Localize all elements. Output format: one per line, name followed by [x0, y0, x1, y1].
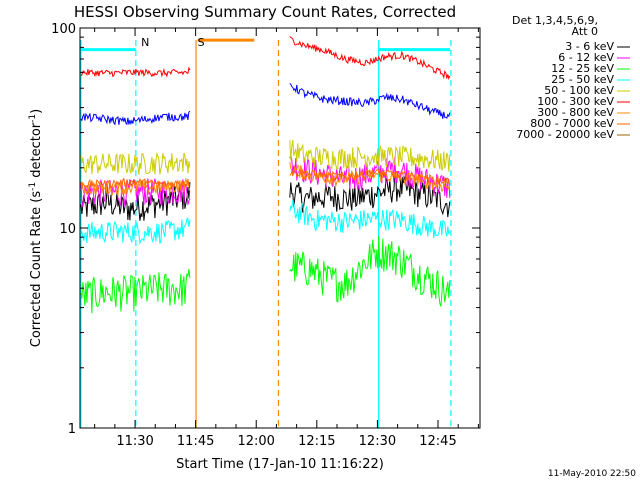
series-line	[289, 199, 451, 239]
y-tick-label: 1	[68, 422, 76, 437]
x-tick-label: 11:45	[177, 434, 214, 449]
y-axis-label: Corrected Count Rate (s-1 detector-1)	[28, 109, 44, 347]
annotation-label: N	[141, 36, 149, 49]
series-line	[289, 36, 451, 81]
series-line	[80, 110, 191, 126]
series-line	[289, 167, 451, 186]
series-line	[80, 152, 191, 175]
series-line	[80, 217, 191, 245]
series-line	[80, 66, 191, 78]
x-axis-label: Start Time (17-Jan-10 11:16:22)	[176, 457, 384, 472]
legend-entry: 7000 - 20000 keV	[516, 128, 614, 141]
series-layer	[80, 36, 451, 314]
series-line	[289, 139, 451, 172]
x-tick-label: 12:45	[419, 434, 456, 449]
series-line	[80, 268, 191, 314]
annotation-label: S	[198, 36, 205, 49]
legend-header: Att 0	[572, 25, 598, 38]
legend-entry: 3 - 6 keV	[565, 40, 614, 53]
series-line	[80, 177, 191, 189]
x-tick-label: 11:30	[116, 434, 153, 449]
date-stamp: 11-May-2010 22:50	[548, 469, 636, 479]
legend-entry: 300 - 800 keV	[537, 106, 614, 119]
axes: 1 10 100 11:30 11:45 12:00 12:15 12:30 12:45	[51, 22, 481, 449]
legend-entry: 100 - 300 keV	[537, 95, 614, 108]
chart-title: HESSI Observing Summary Count Rates, Cor…	[74, 3, 456, 21]
x-tick-label: 12:00	[237, 434, 274, 449]
y-tick-label: 10	[59, 222, 76, 237]
legend-entry: 50 - 100 keV	[544, 84, 614, 97]
series-line	[289, 236, 451, 307]
series-line	[289, 161, 451, 192]
legend-header: Det 1,3,4,5,6,9,	[512, 14, 598, 27]
x-tick-label: 12:30	[359, 434, 396, 449]
x-tick-label: 12:15	[298, 434, 335, 449]
legend-entry: 800 - 7000 keV	[530, 117, 614, 130]
series-line	[289, 83, 451, 119]
y-tick-label: 100	[51, 22, 76, 37]
legend-entry: 6 - 12 keV	[558, 51, 614, 64]
series-line	[289, 174, 451, 218]
legend-entry: 12 - 25 keV	[551, 62, 614, 75]
legend-entry: 25 - 50 keV	[551, 73, 614, 86]
